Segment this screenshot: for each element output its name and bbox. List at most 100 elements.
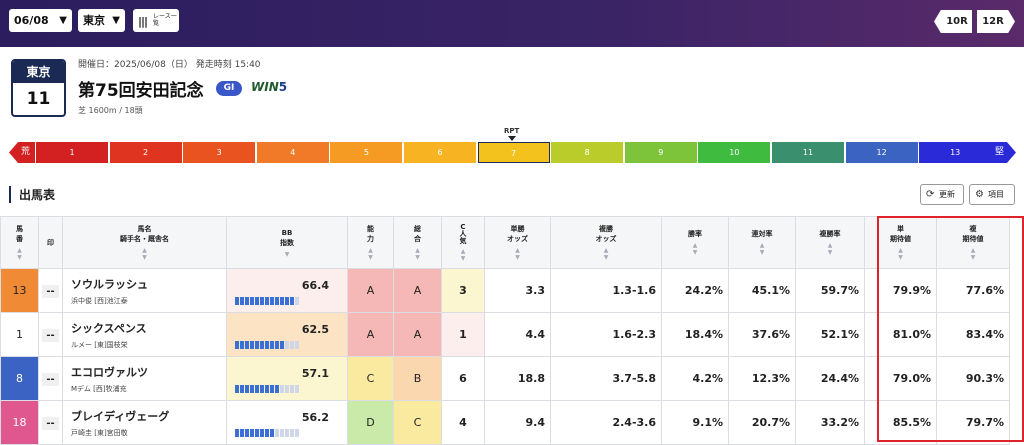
bb-value: 57.1 — [301, 366, 329, 380]
prev-race-button[interactable]: 10R — [934, 10, 972, 33]
rpt-segment: 12 — [845, 142, 918, 163]
next-race-button[interactable]: 12R — [977, 10, 1015, 33]
table-row[interactable]: 18 -- ブレイディヴェーグ 戸崎圭 [東]宮田敬 56.2 D C 4 9.4 2.4-3.6… — [0, 400, 1010, 445]
horse-number: 8 — [0, 356, 39, 401]
bb-bar — [270, 384, 274, 393]
refresh-icon: ⟳ — [926, 189, 935, 200]
mark-cell[interactable]: -- — [38, 356, 63, 401]
race-list-button[interactable]: ||| レース一覧 — [133, 9, 179, 32]
win-rate: 18.4% — [661, 312, 729, 357]
mark-cell[interactable]: -- — [38, 268, 63, 313]
race-number: 11 — [26, 89, 51, 109]
rpt-segment: 1 — [36, 142, 108, 163]
course-info: 芝 1600m / 18頭 — [78, 106, 143, 115]
bb-bar — [260, 428, 264, 437]
bb-value: 66.4 — [301, 278, 329, 292]
venue-name: 東京 — [13, 61, 64, 83]
rpt-segment: 4 — [256, 142, 329, 163]
bb-bar — [285, 296, 289, 305]
mark-value: -- — [42, 328, 59, 342]
rpt-segment: 6 — [404, 142, 476, 163]
col-total[interactable]: 総合 ▲ ▼ — [393, 216, 442, 269]
sort-icon: ▲ ▼ — [759, 242, 765, 256]
horse-cell[interactable]: ブレイディヴェーグ 戸崎圭 [東]宮田敬 — [62, 400, 227, 445]
horse-name: ソウルラッシュ — [71, 277, 148, 291]
col-place-ev[interactable]: 複期待値 ▲ ▼ — [936, 216, 1010, 269]
race-title: 第75回安田記念 — [78, 81, 204, 101]
jockey-trainer: 浜中俊 [西]池江泰 — [71, 296, 128, 305]
highlight-frame — [877, 216, 1024, 442]
refresh-button[interactable]: ⟳ 更新 — [920, 184, 964, 205]
table-row[interactable]: 8 -- エコロヴァルツ Mデム [西]牧浦充 57.1 C B 6 18.8 3.7-5.8 4.… — [0, 356, 1010, 401]
bb-bar — [290, 296, 294, 305]
total-grade: B — [393, 356, 442, 401]
bb-bar — [235, 340, 239, 349]
col-win-rate[interactable]: 勝率 ▲ ▼ — [661, 216, 729, 269]
horse-cell[interactable]: シックスペンス ルメー [東]国枝栄 — [62, 312, 227, 357]
columns-button[interactable]: ⚙ 項目 — [969, 184, 1015, 205]
col-place-rate[interactable]: 複勝率 ▲ ▼ — [795, 216, 865, 269]
total-grade: A — [393, 312, 442, 357]
bb-bar — [255, 296, 259, 305]
quinella-rate: 12.3% — [728, 356, 796, 401]
popularity: 1 — [441, 312, 485, 357]
col-horse[interactable]: 馬名 騎手名・厩舎名 ▲ ▼ — [62, 216, 227, 269]
col-num[interactable]: 馬番 ▲ ▼ — [0, 216, 39, 269]
win-odds: 18.8 — [484, 356, 551, 401]
col-pop[interactable]: C 人気 ▲ ▼ — [441, 216, 485, 269]
quinella-rate: 37.6% — [728, 312, 796, 357]
win5-prefix: WIN — [251, 80, 279, 94]
bb-value: 56.2 — [301, 410, 329, 424]
bb-cell: 57.1 — [226, 356, 348, 401]
win-ev: 81.0% — [864, 312, 937, 357]
col-quinella-rate[interactable]: 連対率 ▲ ▼ — [728, 216, 796, 269]
date-select[interactable]: 06/08 ▼ — [9, 9, 72, 32]
bb-bar — [260, 384, 264, 393]
col-ability[interactable]: 能力 ▲ ▼ — [347, 216, 394, 269]
horse-cell[interactable]: ソウルラッシュ浜中俊 [西]池江泰 — [62, 268, 227, 313]
table-header-row: 馬番 ▲ ▼ 印 馬名 騎手名・厩舎名 ▲ ▼ BB 指数 ▼ 能力 ▲ ▼ 総合 ▲ ▼ C 人気 ▲ ▼… — [0, 216, 1010, 269]
refresh-label: 更新 — [939, 190, 955, 199]
rpt-segment: 5 — [330, 142, 403, 163]
bb-bar — [245, 428, 249, 437]
bb-bar — [240, 340, 244, 349]
table-row[interactable]: 13 -- ソウルラッシュ 浜中俊 [西]池江泰 66.4 A A 3 3.3 1.3-1.6 24… — [0, 268, 1010, 313]
grade-badge: GI — [216, 81, 242, 96]
bb-bar — [240, 384, 244, 393]
bb-cell: 56.2 — [226, 400, 348, 445]
win-ev: 85.5% — [864, 400, 937, 445]
columns-label: 項目 — [988, 190, 1004, 199]
rpt-segment: 8 — [551, 142, 624, 163]
place-rate: 52.1% — [795, 312, 865, 357]
mark-cell[interactable]: -- — [38, 400, 63, 445]
venue-select[interactable]: 東京 ▼ — [78, 9, 125, 32]
col-bb[interactable]: BB 指数 ▼ — [226, 216, 348, 269]
col-win-odds[interactable]: 単勝 オッズ ▲ ▼ — [484, 216, 551, 269]
ability-grade: A — [347, 312, 394, 357]
place-rate: 24.4% — [795, 356, 865, 401]
place-odds: 3.7-5.8 — [550, 356, 662, 401]
sort-icon: ▼ — [284, 250, 290, 258]
col-place-odds[interactable]: 複勝 オッズ ▲ ▼ — [550, 216, 662, 269]
place-ev: 90.3% — [936, 356, 1010, 401]
win-rate: 4.2% — [661, 356, 729, 401]
rpt-left-end: 荒 — [9, 142, 35, 163]
table-row[interactable]: 1 -- シックスペンス ルメー [東]国枝栄 62.5 A A 1 4.4 1.6-2.3 18.… — [0, 312, 1010, 357]
section-title: 出馬表 — [9, 186, 55, 203]
bb-bar — [265, 340, 269, 349]
place-ev: 83.4% — [936, 312, 1010, 357]
sort-icon: ▲ ▼ — [368, 247, 373, 261]
sort-icon: ▲ ▼ — [970, 247, 976, 261]
bb-bar — [280, 296, 284, 305]
bb-meter — [235, 295, 339, 305]
bb-bar — [275, 428, 279, 437]
horse-cell[interactable]: エコロヴァルツ Mデム [西]牧浦充 — [62, 356, 227, 401]
sort-icon: ▲ ▼ — [692, 242, 698, 256]
win-odds: 4.4 — [484, 312, 551, 357]
place-rate: 33.2% — [795, 400, 865, 445]
mark-cell[interactable]: -- — [38, 312, 63, 357]
jockey-trainer: 戸崎圭 [東]宮田敬 — [71, 428, 128, 437]
place-odds: 2.4-3.6 — [550, 400, 662, 445]
mark-value: -- — [42, 372, 59, 386]
place-odds: 1.3-1.6 — [550, 268, 662, 313]
